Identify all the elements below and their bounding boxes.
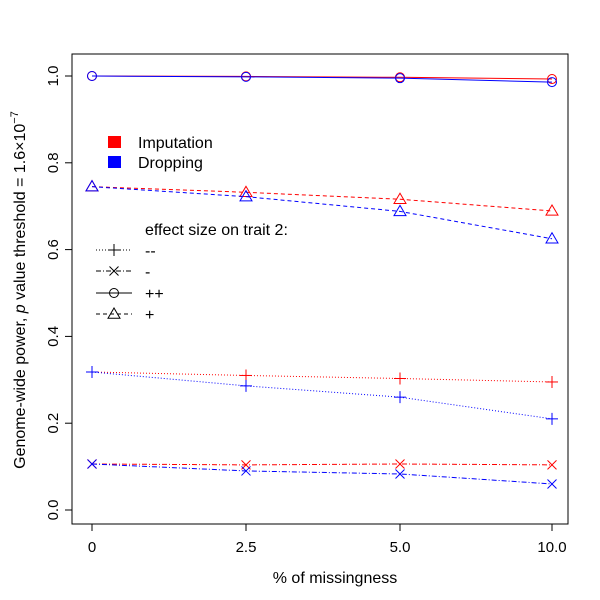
x-axis-title: % of missingness — [273, 570, 398, 587]
effect-legend-rows: ---+++ — [96, 243, 164, 324]
y-axis-title-middle: value threshold = 1.6×10 — [12, 124, 29, 305]
data-point-dropping-plus — [86, 365, 98, 378]
x-tick-label: 5.0 — [390, 539, 411, 556]
data-point-dropping-plus — [240, 379, 252, 392]
legend-label-dropping: Dropping — [138, 155, 203, 172]
x-axis: 0 2.5 5.0 10.0 — [88, 523, 567, 556]
data-point-imputation-plus — [240, 369, 252, 382]
data-point-imputation-cross — [395, 459, 405, 469]
data-point-dropping-triangle — [393, 204, 407, 217]
effect-legend: effect size on trait 2: ---+++ — [96, 222, 288, 324]
data-point-dropping-cross — [395, 469, 405, 479]
effect-legend-marker-plus — [108, 244, 120, 256]
effect-legend-marker-triangle — [107, 307, 121, 319]
y-axis: 0.0 0.2 0.4 0.6 0.8 1.0 — [45, 66, 73, 521]
series-line-imputation-triangle — [91, 186, 553, 212]
data-point-dropping-circle — [547, 77, 557, 88]
x-tick-label: 10.0 — [537, 539, 566, 556]
data-point-dropping-circle — [241, 71, 251, 82]
data-point-dropping-triangle — [85, 179, 99, 192]
effect-legend-label: + — [145, 307, 154, 324]
y-tick-label: 0.6 — [45, 239, 62, 260]
data-point-imputation-plus — [394, 372, 406, 385]
effect-legend-marker-cross — [109, 266, 119, 276]
data-point-dropping-circle — [395, 73, 405, 84]
legend-swatch-imputation — [108, 136, 121, 148]
data-point-dropping-cross — [547, 479, 557, 489]
data-point-imputation-circle — [547, 74, 557, 85]
series-line-dropping-plus — [91, 371, 553, 420]
series-line-imputation-plus — [91, 371, 553, 383]
data-point-imputation-triangle — [545, 203, 559, 216]
effect-legend-marker-circle — [109, 288, 119, 298]
method-legend: Imputation Dropping — [108, 135, 213, 172]
data-point-dropping-triangle — [545, 231, 559, 244]
legend-label-imputation: Imputation — [138, 135, 213, 152]
data-point-dropping-plus — [394, 391, 406, 404]
data-point-dropping-cross — [241, 466, 251, 476]
data-point-imputation-triangle — [393, 192, 407, 204]
series-line-dropping-circle — [91, 75, 553, 83]
effect-legend-label: - — [145, 264, 150, 281]
y-tick-label: 0.0 — [45, 500, 62, 521]
series-layer — [85, 71, 559, 489]
legend-swatch-dropping — [108, 156, 121, 168]
data-point-imputation-plus — [546, 375, 558, 388]
x-tick-label: 0 — [88, 539, 96, 556]
data-point-imputation-cross — [547, 460, 557, 470]
y-tick-label: 1.0 — [45, 66, 62, 87]
y-tick-label: 0.2 — [45, 413, 62, 434]
y-axis-title-superscript: −7 — [9, 111, 21, 124]
y-tick-label: 0.8 — [45, 152, 62, 173]
series-line-dropping-cross — [91, 463, 553, 485]
y-axis-title-prefix: Genome-wide power, — [12, 313, 29, 469]
y-axis-title-italic: p — [12, 304, 29, 314]
y-axis-title: Genome-wide power, p value threshold = 1… — [9, 111, 29, 469]
data-point-dropping-circle — [87, 71, 97, 81]
effect-legend-title: effect size on trait 2: — [145, 222, 288, 239]
data-point-dropping-triangle — [239, 189, 253, 202]
data-point-imputation-triangle — [85, 179, 99, 192]
data-point-dropping-cross — [87, 459, 97, 469]
y-tick-label: 0.4 — [45, 326, 62, 347]
data-point-dropping-plus — [546, 412, 558, 425]
effect-legend-label: -- — [145, 243, 156, 260]
series-line-dropping-triangle — [91, 186, 553, 240]
series-line-imputation-cross — [91, 463, 553, 466]
x-tick-label: 2.5 — [236, 539, 257, 556]
effect-legend-label: ++ — [145, 286, 164, 303]
